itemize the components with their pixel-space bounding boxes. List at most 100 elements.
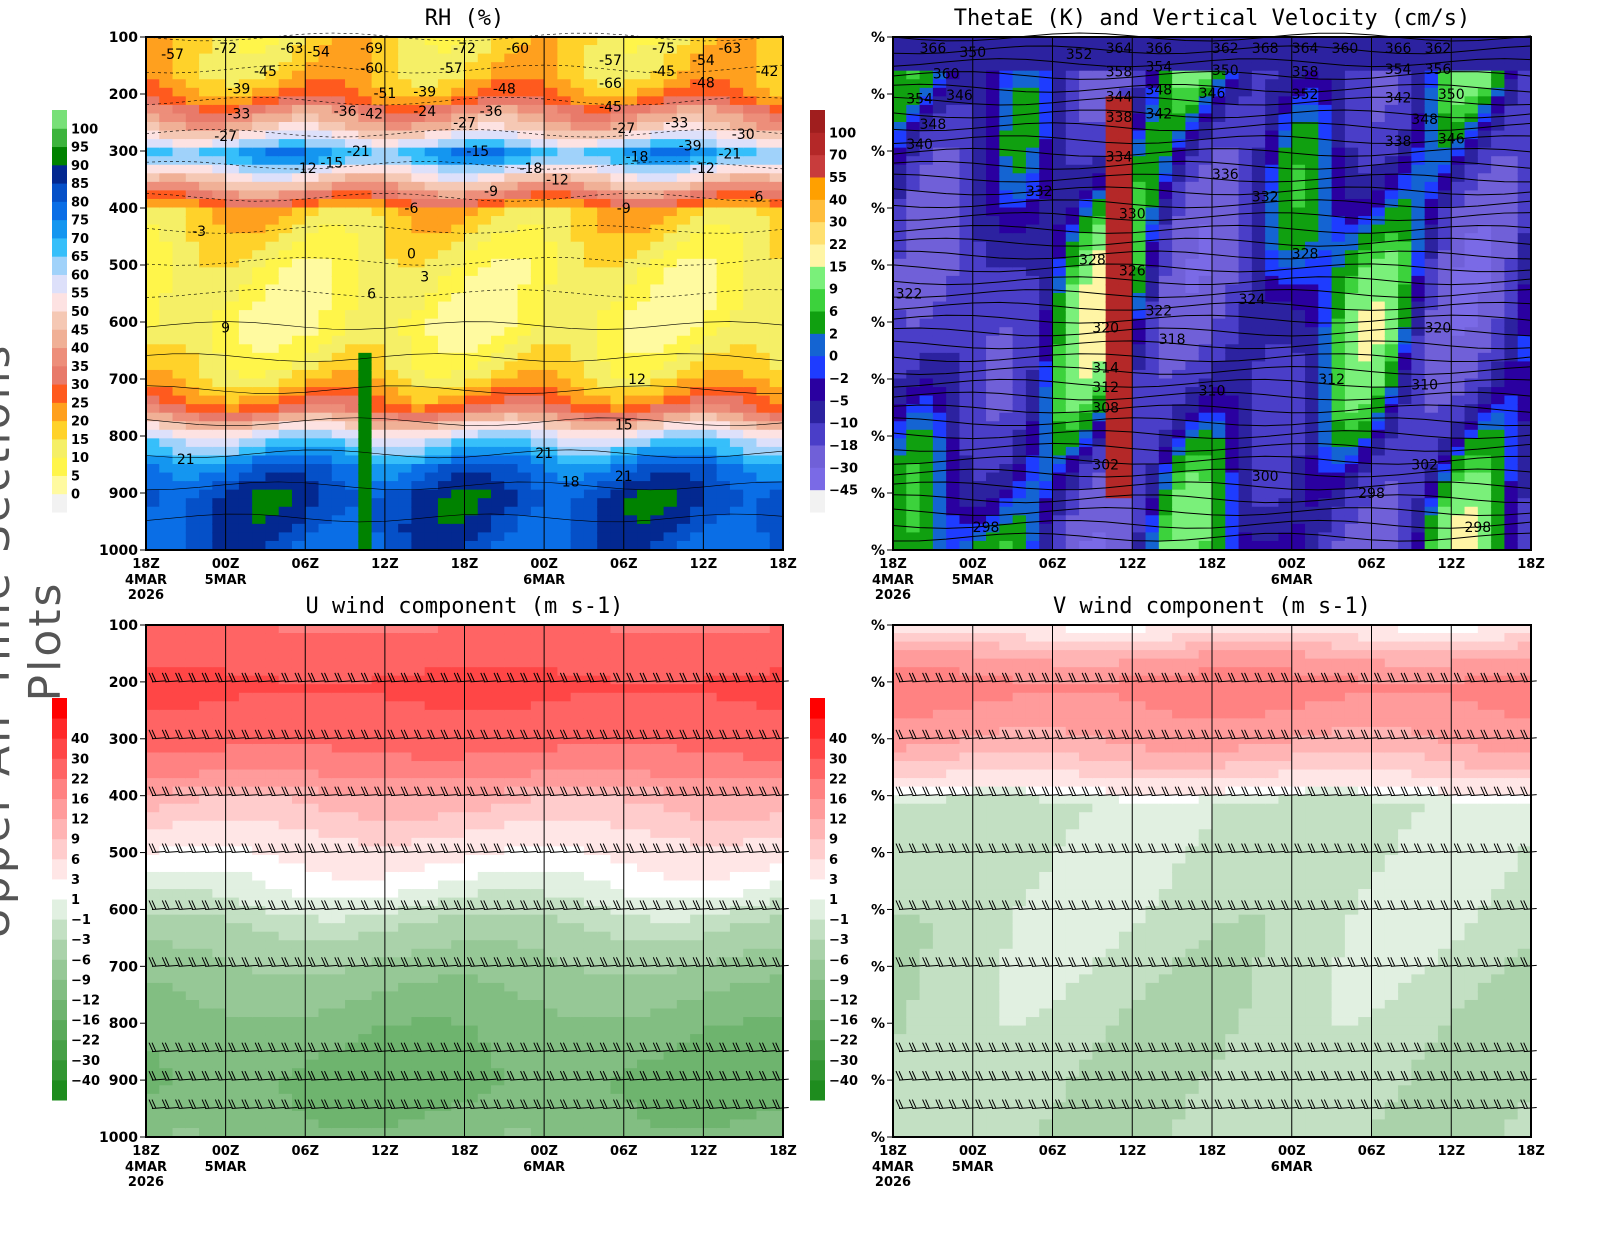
heatmap-cell — [756, 489, 771, 500]
heatmap-cell — [637, 532, 651, 542]
heatmap-cell — [1158, 335, 1173, 346]
heatmap-cell — [252, 207, 267, 218]
heatmap-cell — [703, 130, 718, 141]
heatmap-cell — [637, 207, 651, 218]
heatmap-cell — [477, 53, 492, 64]
heatmap-cell — [1278, 130, 1293, 141]
heatmap-cell — [906, 335, 921, 346]
heatmap-cell — [1305, 498, 1319, 508]
heatmap-cell — [663, 173, 678, 183]
heatmap-cell — [1318, 87, 1333, 98]
heatmap-cell — [1318, 62, 1333, 72]
heatmap-cell — [517, 164, 532, 175]
heatmap-cell — [637, 301, 651, 312]
heatmap-cell — [252, 352, 267, 363]
heatmap-cell — [358, 446, 373, 457]
heatmap-cell — [1025, 378, 1040, 389]
heatmap-cell — [1172, 421, 1187, 431]
heatmap-cell — [504, 147, 519, 158]
heatmap-cell — [1012, 378, 1027, 389]
heatmap-cell — [637, 540, 651, 551]
heatmap-cell — [769, 361, 784, 371]
heatmap-cell — [743, 164, 758, 175]
heatmap-cell — [238, 70, 253, 81]
heatmap-cell — [1039, 455, 1054, 465]
heatmap-cell — [1025, 523, 1040, 534]
heatmap-cell — [1065, 310, 1080, 320]
heatmap-cell — [530, 506, 545, 517]
heatmap-cell — [1025, 156, 1040, 166]
heatmap-cell — [1105, 318, 1120, 329]
colorbar-label: 60 — [71, 268, 89, 283]
heatmap-cell — [1092, 130, 1107, 141]
heatmap-cell — [663, 344, 678, 354]
heatmap-cell — [159, 164, 174, 175]
heatmap-cell — [610, 224, 625, 235]
heatmap-cell — [464, 190, 479, 200]
heatmap-cell — [1039, 36, 1054, 47]
heatmap-cell — [1065, 275, 1080, 286]
heatmap-cell — [986, 45, 1000, 55]
heatmap-cell — [1238, 481, 1253, 491]
heatmap-cell — [1265, 79, 1280, 89]
colorbar-label: 100 — [71, 122, 98, 137]
heatmap-cell — [557, 318, 572, 329]
heatmap-cell — [1025, 481, 1040, 491]
heatmap-cell — [1118, 378, 1133, 389]
heatmap-cell — [411, 318, 426, 329]
heatmap-cell — [650, 216, 665, 226]
heatmap-cell — [318, 139, 333, 149]
heatmap-cell — [1025, 344, 1040, 354]
heatmap-cell — [1039, 310, 1054, 320]
heatmap-cell — [278, 361, 293, 371]
heatmap-cell — [185, 310, 200, 320]
heatmap-cell — [703, 284, 718, 294]
heatmap-cell — [583, 122, 598, 132]
heatmap-cell — [212, 250, 227, 260]
heatmap-cell — [716, 113, 731, 123]
heatmap-cell — [544, 258, 558, 269]
heatmap-cell — [769, 335, 784, 346]
heatmap-cell — [690, 36, 704, 47]
heatmap-cell — [1145, 421, 1160, 431]
heatmap-cell — [676, 139, 691, 149]
heatmap-cell — [972, 275, 987, 286]
heatmap-cell — [1012, 147, 1027, 158]
heatmap-cell — [959, 310, 974, 320]
contour-label: -12 — [546, 173, 569, 189]
heatmap-cell — [1225, 310, 1240, 320]
heatmap-cell — [557, 472, 572, 483]
heatmap-cell — [1092, 532, 1107, 542]
heatmap-cell — [1039, 540, 1054, 551]
heatmap-cell — [358, 318, 373, 329]
heatmap-cell — [517, 421, 532, 431]
heatmap-cell — [437, 344, 452, 354]
heatmap-cell — [345, 45, 359, 55]
heatmap-cell — [1065, 207, 1080, 218]
heatmap-cell — [893, 139, 907, 149]
heatmap-cell — [986, 532, 1000, 542]
heatmap-cell — [252, 404, 267, 414]
heatmap-cell — [690, 198, 704, 209]
heatmap-cell — [238, 241, 253, 252]
heatmap-cell — [597, 207, 612, 218]
heatmap-cell — [650, 446, 665, 457]
heatmap-cell — [185, 378, 200, 389]
heatmap-cell — [743, 139, 758, 149]
heatmap-cell — [291, 275, 306, 286]
heatmap-cell — [690, 378, 704, 389]
heatmap-cell — [544, 275, 558, 286]
heatmap-cell — [583, 241, 598, 252]
heatmap-cell — [225, 378, 240, 389]
heatmap-cell — [1145, 481, 1160, 491]
heatmap-cell — [1065, 122, 1080, 132]
heatmap-cell — [1012, 335, 1027, 346]
heatmap-cell — [769, 369, 784, 380]
heatmap-cell — [371, 412, 386, 423]
heatmap-cell — [986, 53, 1000, 64]
heatmap-cell — [1065, 464, 1080, 474]
heatmap-cell — [1185, 156, 1200, 166]
heatmap-cell — [252, 122, 267, 132]
heatmap-cell — [411, 293, 426, 303]
